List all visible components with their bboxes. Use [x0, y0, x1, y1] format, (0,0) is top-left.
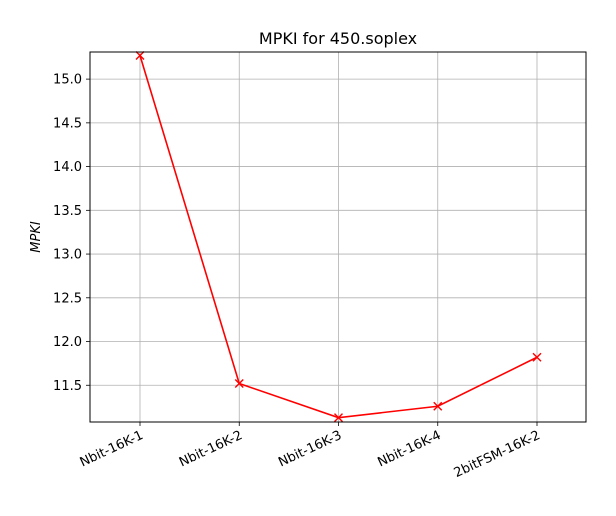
y-tick-label: 14.5	[53, 116, 82, 131]
data-point-marker	[433, 401, 443, 411]
x-tick-label: 2bitFSM-16K-2	[452, 428, 543, 481]
y-tick-label: 14.0	[53, 160, 82, 175]
plot-frame	[89, 51, 587, 423]
x-tick-label: Nbit-16K-2	[177, 428, 245, 470]
y-tick-label: 12.0	[53, 335, 82, 350]
y-axis-label: MPKI	[29, 221, 44, 253]
y-tick-label: 15.0	[53, 73, 82, 88]
y-tick-label: 13.5	[53, 204, 82, 219]
x-tick-label: Nbit-16K-1	[78, 428, 146, 470]
chart-title: MPKI for 450.soplex	[259, 29, 417, 48]
x-tick-label: Nbit-16K-4	[375, 428, 443, 470]
data-point-marker	[334, 413, 343, 423]
series-group	[135, 51, 542, 423]
y-tick-label: 13.0	[53, 248, 82, 263]
grid	[90, 52, 586, 422]
y-tick-label: 12.5	[53, 291, 82, 306]
data-point-marker	[532, 352, 542, 362]
data-point-marker	[234, 379, 244, 389]
data-point-marker	[135, 51, 145, 60]
x-tick-label: Nbit-16K-3	[276, 428, 344, 470]
y-tick-label: 11.5	[53, 379, 82, 394]
x-axis: Nbit-16K-1 Nbit-16K-2 Nbit-16K-3 Nbit-16K-4…	[78, 422, 543, 481]
y-axis: 11.5 12.0 12.5 13.0 13.5 14.0 14.5 15.0	[53, 73, 90, 394]
